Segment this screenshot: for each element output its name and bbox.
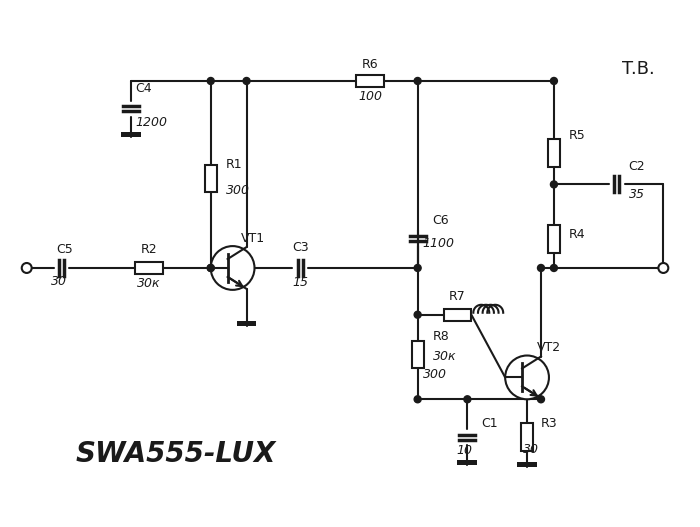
Text: 300: 300 [423, 368, 447, 381]
Text: R3: R3 [541, 417, 558, 430]
Bar [356, 75, 384, 87]
Text: 30к: 30к [433, 350, 456, 363]
Circle shape [550, 265, 557, 271]
Circle shape [538, 396, 545, 403]
Circle shape [505, 356, 549, 399]
Text: R6: R6 [362, 57, 378, 71]
Text: 35: 35 [629, 188, 645, 201]
Circle shape [464, 396, 471, 403]
Text: R8: R8 [433, 330, 449, 343]
Circle shape [207, 265, 214, 271]
Bar [412, 340, 424, 368]
Bar [457, 460, 477, 465]
Text: R2: R2 [141, 242, 158, 256]
Text: C1: C1 [482, 417, 498, 430]
Bar [135, 262, 163, 274]
Text: 30: 30 [50, 276, 66, 288]
Text: R7: R7 [449, 290, 466, 304]
Circle shape [550, 77, 557, 84]
Bar [205, 164, 217, 192]
Bar [548, 225, 560, 253]
Text: 15: 15 [293, 276, 308, 289]
Text: C2: C2 [629, 160, 645, 173]
Text: R5: R5 [569, 129, 586, 142]
Circle shape [207, 265, 214, 271]
Circle shape [414, 396, 421, 403]
Text: T.B.: T.B. [622, 60, 654, 78]
Text: 100: 100 [358, 91, 382, 103]
Circle shape [538, 265, 545, 271]
Circle shape [207, 77, 214, 84]
Circle shape [211, 246, 255, 290]
Bar [548, 139, 560, 167]
Text: R4: R4 [569, 228, 585, 241]
Bar [121, 132, 141, 136]
Text: C5: C5 [57, 242, 74, 256]
Circle shape [660, 265, 667, 271]
Text: C4: C4 [135, 82, 152, 95]
Text: 30к: 30к [137, 277, 161, 290]
Circle shape [414, 311, 421, 318]
Bar [444, 309, 471, 321]
Bar [237, 321, 256, 326]
Bar [517, 462, 537, 467]
Text: 1200: 1200 [135, 116, 167, 129]
Text: C3: C3 [292, 241, 309, 253]
Text: R1: R1 [225, 158, 242, 171]
Text: 10: 10 [456, 444, 473, 456]
Bar [521, 423, 533, 451]
Circle shape [22, 263, 32, 273]
Text: 1100: 1100 [423, 237, 454, 250]
Text: 30: 30 [523, 443, 539, 455]
Circle shape [550, 181, 557, 188]
Text: VT2: VT2 [537, 341, 561, 354]
Text: C6: C6 [433, 214, 449, 227]
Text: VT1: VT1 [241, 232, 265, 245]
Circle shape [414, 265, 421, 271]
Text: SWA555-LUX: SWA555-LUX [76, 440, 276, 468]
Text: 300: 300 [225, 184, 250, 197]
Circle shape [659, 263, 668, 273]
Circle shape [243, 77, 250, 84]
Circle shape [414, 77, 421, 84]
